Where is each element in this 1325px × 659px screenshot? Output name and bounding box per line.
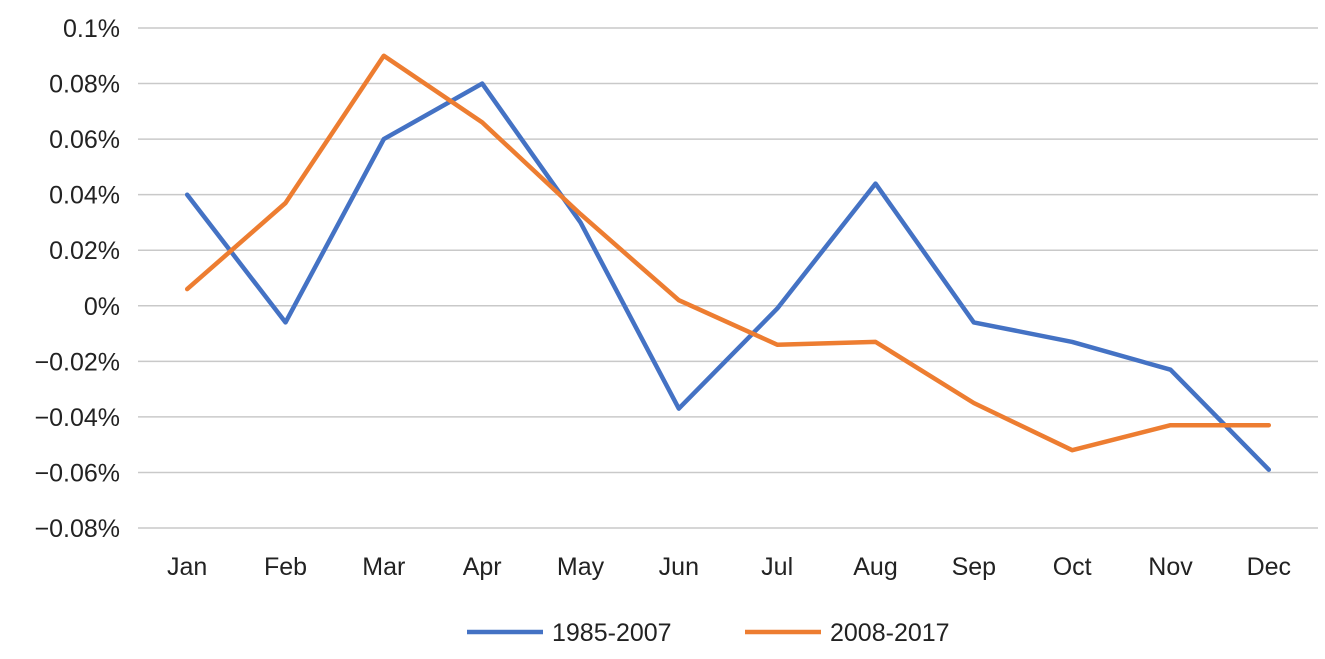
y-tick-label: 0.06% — [49, 126, 120, 154]
y-tick-label: 0.1% — [63, 15, 120, 43]
x-tick-label: Jun — [659, 553, 699, 581]
legend-label-2008-2017: 2008-2017 — [830, 619, 950, 647]
x-tick-label: Nov — [1148, 553, 1193, 581]
x-tick-label: Jul — [761, 553, 793, 581]
x-tick-label: Aug — [853, 553, 897, 581]
y-axis-tick-labels: 0.1% 0.08% 0.06% 0.04% 0.02% 0% −0.02% −0.04% −0… — [35, 15, 121, 543]
legend-label-1985-2007: 1985-2007 — [552, 619, 672, 647]
x-tick-label: May — [557, 553, 605, 581]
x-tick-label: Feb — [264, 553, 307, 581]
y-tick-label: −0.08% — [35, 515, 121, 543]
y-tick-label: 0.04% — [49, 182, 120, 210]
y-tick-label: −0.04% — [35, 404, 121, 432]
x-tick-label: Jan — [167, 553, 207, 581]
y-tick-label: −0.02% — [35, 348, 121, 376]
series-line-2008-2017 — [184, 53, 1272, 453]
x-tick-label: Mar — [362, 553, 405, 581]
x-tick-label: Oct — [1053, 553, 1092, 581]
x-axis-tick-labels: Jan Feb Mar Apr May Jun Jul Aug Sep Oct Nov Dec — [167, 553, 1291, 581]
x-tick-label: Dec — [1247, 553, 1291, 581]
y-tick-label: −0.06% — [35, 459, 121, 487]
y-tick-label: 0.02% — [49, 237, 120, 265]
series-line-1985-2007 — [184, 81, 1272, 472]
legend: 1985-2007 2008-2017 — [467, 619, 950, 647]
y-tick-label: 0.08% — [49, 71, 120, 99]
gridlines — [138, 27, 1318, 529]
x-tick-label: Sep — [952, 553, 996, 581]
series-lines — [184, 53, 1272, 472]
x-tick-label: Apr — [463, 553, 502, 581]
y-tick-label: 0% — [84, 293, 120, 321]
